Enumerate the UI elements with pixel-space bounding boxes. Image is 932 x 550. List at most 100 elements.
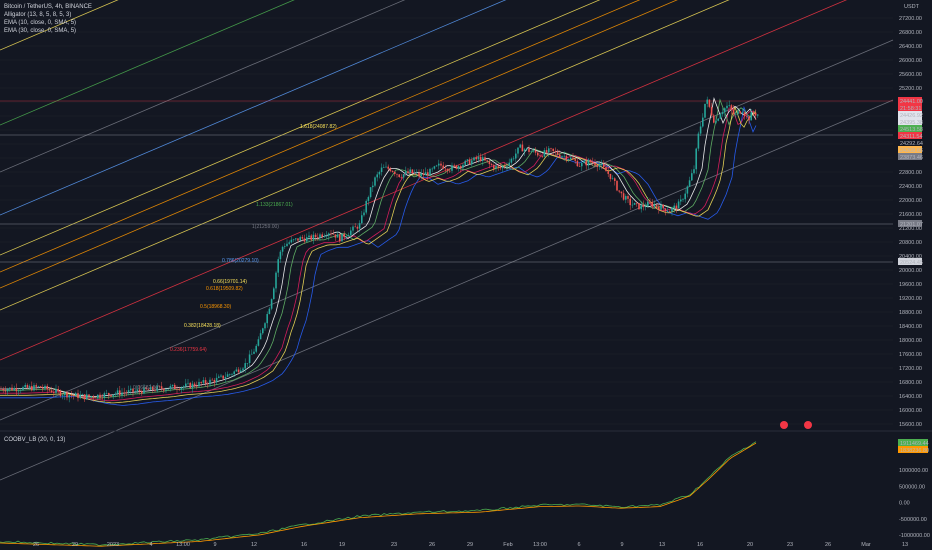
candle-body	[270, 299, 273, 309]
candle-body	[457, 166, 460, 169]
event-flag-icon[interactable]	[780, 421, 788, 429]
osc-tag: 1838236.80	[898, 446, 929, 454]
indicator-ema10[interactable]: EMA (10, close, 0, SMA, 5)	[4, 20, 77, 26]
event-icons[interactable]	[780, 421, 812, 429]
indicator-coobv[interactable]: COOBV_LB (20, 0, 13)	[4, 437, 66, 443]
price-tag-text: 24292.64	[900, 141, 923, 147]
fib-label: 0.786(20279.10)	[222, 258, 259, 264]
obv-signal-line	[0, 442, 757, 547]
price-tag: 24395.38	[898, 118, 923, 126]
candle-body	[587, 160, 590, 166]
price-tag-text: 24513.58	[900, 127, 923, 133]
candle-body	[330, 233, 332, 235]
candle-body	[655, 204, 658, 207]
candle-body	[207, 383, 209, 385]
candle-body	[149, 386, 152, 390]
candle-body	[501, 166, 504, 169]
oscillator-legend: COOBV_LB (20, 0, 13)	[4, 436, 65, 444]
price-tag-bg	[898, 125, 922, 132]
candle-body	[545, 150, 548, 153]
candle-body	[394, 171, 396, 174]
candle-body	[455, 165, 458, 169]
candle-body	[605, 167, 607, 172]
price-tick: 18400.00	[899, 324, 922, 330]
candle-body	[554, 151, 557, 152]
candle-body	[114, 393, 117, 395]
channel-line	[0, 39, 894, 421]
candle-body	[303, 238, 306, 242]
price-axis[interactable]: USDT 27200.00 26800.00 26400.00 26000.00 2560…	[898, 4, 923, 428]
candle-body	[240, 370, 242, 373]
candle-body	[222, 375, 224, 379]
price-tag: 24441.00	[898, 97, 923, 105]
candle-body	[35, 385, 37, 387]
price-tag: 20524.45	[898, 258, 923, 266]
candle-body	[598, 164, 601, 168]
candle-body	[389, 168, 392, 171]
event-flag-icon[interactable]	[804, 421, 812, 429]
candle-body	[427, 172, 429, 176]
symbol-title[interactable]: Bitcoin / TetherUS, 4h, BINANCE	[4, 4, 92, 10]
candle-body	[202, 380, 205, 383]
candle-body	[402, 174, 405, 178]
candle-body	[191, 383, 194, 389]
price-tick: 20800.00	[899, 240, 922, 246]
ma-line	[0, 105, 757, 406]
candle-body	[356, 226, 359, 229]
indicator-ema30[interactable]: EMA (30, close, 0, SMA, 5)	[4, 28, 77, 34]
candle-body	[306, 237, 308, 242]
candle-body	[158, 386, 161, 387]
candle-body	[462, 164, 464, 168]
candle-body	[226, 374, 229, 377]
candle-body	[180, 387, 183, 390]
candle-body	[664, 208, 667, 212]
time-axis[interactable]: 26 29 2023 4 13:00 9 12 16 19 23 26 29 Feb 13:00 6 9 13 1…	[33, 542, 908, 548]
candle-body	[235, 369, 238, 372]
candle-body	[592, 161, 594, 163]
candle-body	[97, 394, 99, 398]
candle-body	[706, 99, 708, 104]
candle-body	[361, 215, 363, 224]
candle-body	[358, 223, 361, 229]
candle-body	[387, 166, 389, 169]
time-tick: 13:00	[176, 542, 190, 548]
fib-label: 1.618(24087.82)	[300, 124, 337, 130]
candle-body	[453, 165, 455, 166]
candle-body	[614, 178, 616, 181]
price-tag-bg	[898, 111, 922, 118]
price-tick: 25600.00	[899, 72, 922, 78]
candle-body	[504, 166, 506, 167]
candle-body	[292, 239, 295, 240]
candle-body	[17, 390, 20, 392]
candle-body	[541, 156, 543, 157]
candle-body	[61, 395, 64, 396]
candle-body	[684, 193, 686, 200]
candle-body	[200, 381, 202, 383]
candle-body	[365, 200, 367, 213]
candle-body	[13, 388, 15, 391]
candle-body	[431, 168, 433, 170]
candle-body	[167, 388, 169, 390]
time-tick: 9	[213, 542, 216, 548]
time-tick: 26	[429, 542, 435, 548]
candle-body	[4, 390, 7, 392]
candle-body	[105, 393, 108, 394]
candle-body	[429, 168, 431, 176]
indicator-alligator[interactable]: Alligator (13, 8, 5, 8, 5, 3)	[4, 12, 72, 18]
candle-body	[451, 165, 453, 171]
candle-body	[281, 246, 284, 252]
candle-body	[697, 133, 700, 149]
candle-body	[279, 251, 282, 260]
candle-body	[666, 211, 669, 212]
candle-body	[325, 235, 328, 237]
candle-body	[127, 390, 130, 393]
osc-axis[interactable]: 1000000.00 500000.00 0.00 -500000.00 -100000…	[898, 439, 930, 539]
candle-body	[277, 259, 279, 273]
price-tick: 16000.00	[899, 408, 922, 414]
candle-body	[367, 197, 370, 201]
candle-body	[273, 288, 275, 300]
candle-body	[123, 392, 125, 394]
price-tag-bg	[898, 153, 922, 160]
osc-tick: -500000.00	[899, 517, 927, 523]
